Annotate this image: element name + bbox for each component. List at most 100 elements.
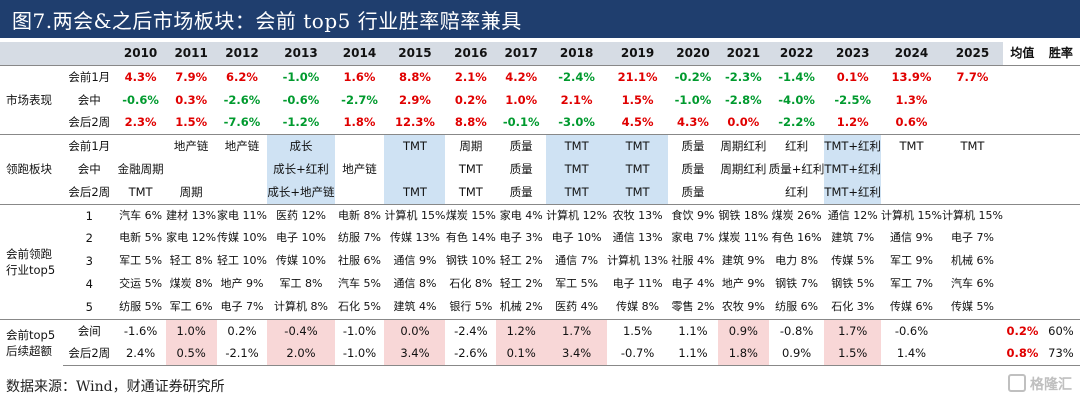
empty-cell — [1041, 134, 1080, 158]
value-cell — [881, 158, 942, 181]
value-cell: 传媒 10% — [217, 231, 267, 245]
value-cell: 计算机 15% — [881, 203, 942, 228]
value-cell: 石化 8% — [449, 276, 493, 290]
value-cell: 1.7% — [824, 318, 882, 343]
section-label: 领跑板块 — [0, 134, 64, 205]
logo-icon — [1008, 374, 1026, 392]
value-cell: TMT — [128, 184, 153, 199]
row-label: 会前1月 — [63, 64, 116, 89]
value-cell: 3.4% — [546, 342, 608, 367]
value-cell: 0.9% — [717, 318, 769, 343]
value-cell — [718, 181, 769, 204]
value-cell: 轻工 2% — [499, 254, 543, 268]
value-cell: 地产链 — [165, 134, 217, 158]
empty-cell — [1003, 227, 1042, 250]
value-cell: -2.7% — [341, 92, 378, 107]
empty-cell — [1003, 158, 1042, 181]
header-cell: 胜率 — [1041, 42, 1080, 66]
value-cell: 地产 9% — [220, 276, 264, 290]
value-cell: 传媒 8% — [616, 299, 660, 313]
value-cell: 石化 3% — [831, 299, 875, 313]
value-cell: -0.1% — [502, 115, 540, 130]
value-cell: 12.3% — [394, 115, 435, 130]
value-cell: 煤炭 26% — [768, 203, 825, 228]
value-cell: 有色 14% — [445, 231, 496, 245]
header-cell: 2018 — [546, 42, 608, 66]
value-cell: 电子 10% — [276, 231, 326, 245]
value-cell: 社服 4% — [671, 254, 715, 268]
value-cell — [942, 181, 1003, 204]
value-cell: 1.7% — [546, 318, 608, 343]
value-cell: 纺服 5% — [119, 299, 163, 313]
empty-cell — [1041, 203, 1080, 228]
value-cell: 21.1% — [607, 64, 669, 89]
header-cell: 2014 — [334, 42, 385, 66]
section-label: 会前top5后续超额 — [0, 318, 64, 366]
value-cell: 2.4% — [115, 342, 166, 367]
value-cell: 家电 12% — [166, 231, 217, 245]
value-cell: 7.7% — [941, 64, 1003, 89]
value-cell: -2.1% — [216, 342, 268, 367]
value-cell: 传媒 5% — [831, 254, 875, 268]
value-cell: 2.1% — [560, 92, 593, 107]
value-cell: 汽车 6% — [115, 203, 166, 228]
value-cell: 1.5% — [175, 115, 208, 130]
value-cell: 农牧 13% — [607, 203, 669, 228]
value-cell: 轻工 8% — [169, 254, 213, 268]
value-cell: 交运 5% — [119, 276, 163, 290]
average-cell: 0.2% — [1002, 318, 1042, 343]
table-row: 会后2周 2.3% 1.5% -7.6% -1.2% 1.8% 12.3% 8.8% -0.1%… — [0, 111, 1080, 134]
value-cell: 军工 5% — [119, 254, 163, 268]
value-cell: 0.2% — [454, 92, 487, 107]
value-cell: 计算机 8% — [274, 299, 328, 313]
value-cell: 2.1% — [445, 64, 497, 89]
value-cell: -1.4% — [768, 64, 825, 89]
value-cell: TMT+红利 — [824, 134, 882, 158]
value-cell: 军工 5% — [555, 276, 599, 290]
value-cell: TMT+红利 — [824, 180, 882, 205]
value-cell: 建筑 9% — [721, 254, 765, 268]
value-cell: -7.6% — [223, 115, 261, 130]
value-cell — [941, 318, 1003, 343]
value-cell: -0.4% — [267, 318, 335, 343]
table-row: 5 纺服 5% 军工 6% 电子 7% 计算机 8% 石化 5% 建筑 4% 银行 5% 机械 … — [0, 296, 1080, 319]
value-cell: 煤炭 11% — [718, 231, 769, 245]
value-cell: 纺服 6% — [775, 299, 819, 313]
value-cell: -1.0% — [334, 318, 385, 343]
value-cell: 4.3% — [115, 64, 166, 89]
value-cell: TMT — [941, 134, 1003, 158]
value-cell: -2.6% — [223, 92, 261, 107]
value-cell: 通信 9% — [890, 231, 933, 245]
value-cell: 质量+红利 — [768, 161, 825, 176]
empty-cell — [1042, 158, 1080, 181]
header-cell: 2020 — [668, 42, 718, 66]
value-cell: 0.5% — [165, 342, 217, 367]
value-cell: 4.2% — [496, 64, 547, 89]
empty-cell — [1002, 203, 1042, 228]
table-row: 市场表现 会前1月 4.3% 7.9% 6.2% -1.0% 1.6% 8.8% 2.1% 4.2… — [0, 64, 1080, 135]
value-cell: 成长+地产链 — [267, 180, 335, 205]
value-cell: 成长 — [267, 134, 335, 158]
value-cell: 质量 — [509, 161, 533, 176]
empty-cell — [1042, 250, 1080, 273]
value-cell: 电子 7% — [951, 231, 994, 245]
value-cell: 1.1% — [668, 342, 718, 367]
value-cell: 通信 9% — [393, 254, 437, 268]
row-label: 会中 — [77, 161, 101, 176]
value-cell: TMT — [458, 161, 483, 176]
empty-cell — [1042, 89, 1080, 112]
empty-cell — [1042, 273, 1080, 296]
value-cell: -1.0% — [334, 342, 385, 367]
value-cell: 8.8% — [454, 115, 487, 130]
header-cell: 2025 — [941, 42, 1003, 66]
value-cell: 电力 8% — [775, 254, 819, 268]
value-cell: 6.2% — [216, 64, 268, 89]
value-cell: -2.5% — [834, 92, 872, 107]
value-cell: 电子 11% — [612, 276, 663, 290]
value-cell: -2.8% — [725, 92, 762, 107]
value-cell: -0.2% — [668, 64, 718, 89]
value-cell: TMT — [384, 134, 446, 158]
value-cell: 0.1% — [496, 342, 547, 367]
value-cell: 1.1% — [668, 318, 718, 343]
value-cell: 3.4% — [384, 342, 446, 367]
